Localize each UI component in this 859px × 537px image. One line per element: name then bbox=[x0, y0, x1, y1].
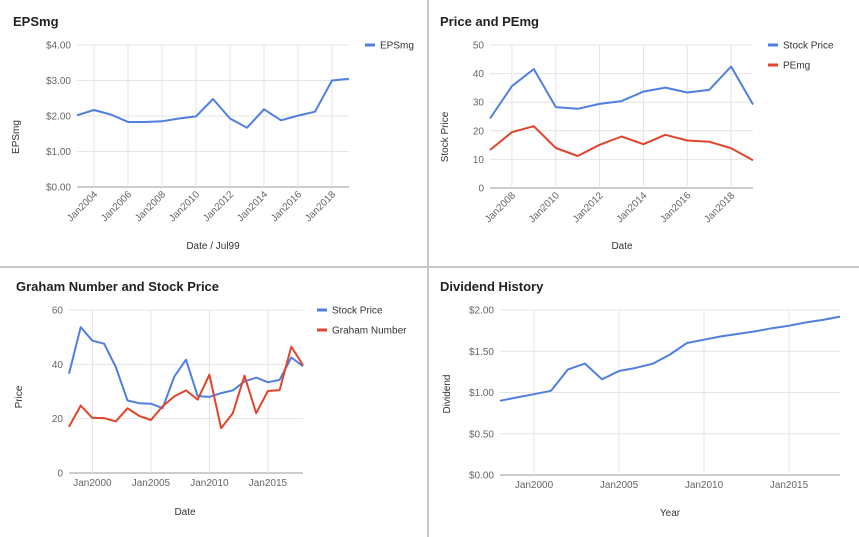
x-tick-label: Jan2012 bbox=[201, 189, 236, 224]
price-pe-chart-panel: Price and PEmg 0 10 20 30 40 50 Jan2008 Jan2010 J… bbox=[430, 3, 856, 265]
x-axis-title: Date / Jul99 bbox=[186, 241, 240, 252]
x-tick-label: Jan2010 bbox=[527, 190, 562, 225]
y-tick-label: $1.50 bbox=[469, 347, 494, 358]
x-tick-label: Jan2015 bbox=[770, 480, 809, 491]
x-tick-label: Jan2015 bbox=[249, 478, 288, 489]
x-tick-label: Jan2000 bbox=[515, 480, 554, 491]
x-tick-label: Jan2016 bbox=[269, 189, 304, 224]
y-axis-title: EPSmg bbox=[11, 120, 22, 154]
graham-chart: Graham Number and Stock Price 0 20 40 60 Jan2… bbox=[14, 279, 407, 518]
legend-label: Graham Number bbox=[332, 326, 407, 337]
y-tick-label: 0 bbox=[478, 184, 484, 195]
y-axis-title: Dividend bbox=[442, 375, 453, 414]
y-tick-label: $0.00 bbox=[46, 183, 71, 194]
eps-chart-panel: EPSmg $0.00 $1.00 $2.00 $3.00 $4.00 Jan2004 Jan… bbox=[3, 3, 426, 265]
x-tick-label: Jan2008 bbox=[133, 189, 168, 224]
y-tick-label: 0 bbox=[57, 469, 63, 480]
price-pe-chart: Price and PEmg 0 10 20 30 40 50 Jan2008 Jan2010 J… bbox=[440, 14, 834, 252]
y-tick-label: $4.00 bbox=[46, 41, 71, 52]
chart-title: Price and PEmg bbox=[440, 14, 539, 29]
x-tick-label: Jan2000 bbox=[73, 478, 112, 489]
x-tick-label: Jan2018 bbox=[303, 189, 338, 224]
y-tick-label: 40 bbox=[473, 69, 485, 80]
x-tick-label: Jan2016 bbox=[658, 190, 693, 225]
x-tick-label: Jan2018 bbox=[702, 190, 737, 225]
x-tick-label: Jan2010 bbox=[685, 480, 724, 491]
series-line-0 bbox=[76, 77, 350, 129]
y-axis-title: Price bbox=[14, 385, 25, 408]
y-tick-label: $2.00 bbox=[469, 306, 494, 317]
series-line-1 bbox=[68, 345, 304, 430]
y-tick-label: 40 bbox=[52, 360, 64, 371]
legend-label: PEmg bbox=[783, 61, 810, 72]
legend-label: Stock Price bbox=[783, 41, 834, 52]
y-tick-label: 10 bbox=[473, 155, 485, 166]
series-line-1 bbox=[489, 125, 754, 162]
vertical-divider bbox=[427, 0, 429, 537]
x-tick-label: Jan2014 bbox=[615, 190, 650, 225]
legend-label: Stock Price bbox=[332, 306, 383, 317]
x-tick-label: Jan2005 bbox=[132, 478, 171, 489]
y-tick-label: $3.00 bbox=[46, 76, 71, 87]
x-tick-label: Jan2012 bbox=[571, 190, 606, 225]
chart-title: EPSmg bbox=[13, 14, 59, 29]
x-tick-label: Jan2014 bbox=[235, 189, 270, 224]
y-tick-label: $0.50 bbox=[469, 429, 494, 440]
graham-chart-panel: Graham Number and Stock Price 0 20 40 60 Jan2… bbox=[3, 269, 426, 534]
x-tick-label: Jan2008 bbox=[483, 190, 518, 225]
legend-label: EPSmg bbox=[380, 41, 414, 52]
horizontal-divider bbox=[0, 266, 859, 268]
x-tick-label: Jan2010 bbox=[167, 189, 202, 224]
y-tick-label: $1.00 bbox=[469, 388, 494, 399]
x-axis-title: Date bbox=[611, 241, 633, 252]
x-axis-title: Date bbox=[174, 507, 196, 518]
x-axis-title: Year bbox=[660, 508, 681, 519]
series-line-0 bbox=[499, 315, 841, 402]
x-tick-label: Jan2010 bbox=[190, 478, 229, 489]
y-tick-label: 30 bbox=[473, 98, 485, 109]
x-tick-label: Jan2005 bbox=[600, 480, 639, 491]
y-tick-label: 20 bbox=[52, 414, 64, 425]
series-line-0 bbox=[489, 65, 754, 120]
x-tick-label: Jan2006 bbox=[99, 189, 134, 224]
x-tick-label: Jan2004 bbox=[65, 189, 100, 224]
chart-title: Dividend History bbox=[440, 279, 544, 294]
y-tick-label: $2.00 bbox=[46, 112, 71, 123]
y-axis-title: Stock Price bbox=[440, 111, 451, 162]
y-tick-label: 60 bbox=[52, 306, 64, 317]
y-tick-label: $0.00 bbox=[469, 471, 494, 482]
chart-title: Graham Number and Stock Price bbox=[16, 279, 219, 294]
y-tick-label: 50 bbox=[473, 41, 485, 52]
y-tick-label: $1.00 bbox=[46, 147, 71, 158]
dividend-chart: Dividend History $0.00 $0.50 $1.00 $1.50 $2.0… bbox=[440, 279, 841, 519]
series-line-0 bbox=[68, 326, 304, 410]
y-tick-label: 20 bbox=[473, 126, 485, 137]
dividend-chart-panel: Dividend History $0.00 $0.50 $1.00 $1.50 $2.0… bbox=[430, 269, 856, 534]
